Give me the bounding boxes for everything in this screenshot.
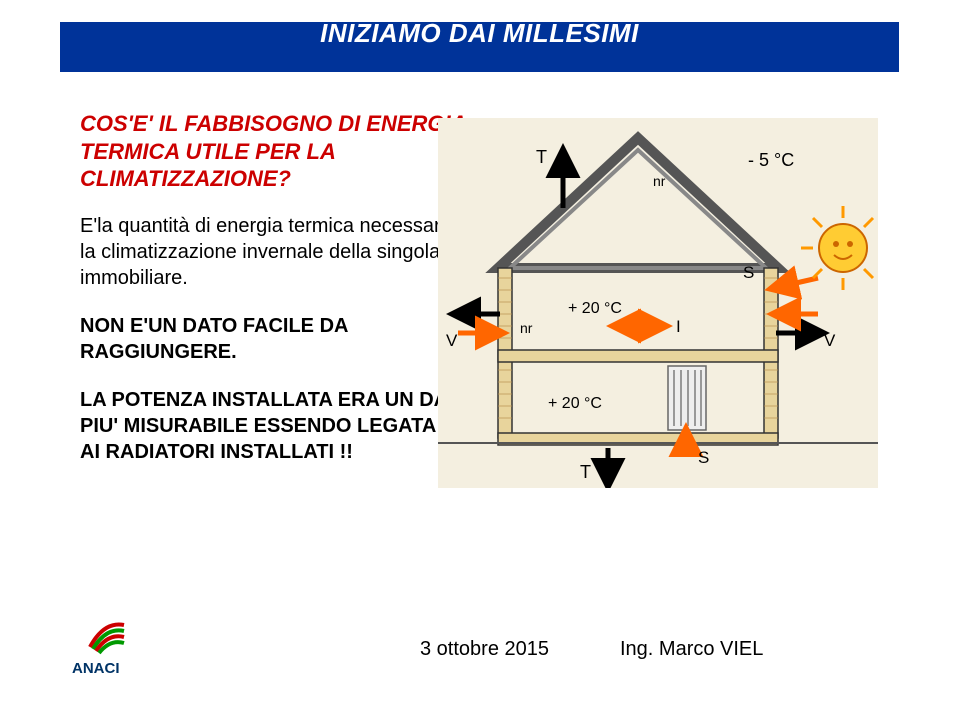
label-s-bottom: S <box>698 448 709 467</box>
label-v-left: V <box>446 331 458 350</box>
heading-question: COS'E' IL FABBISOGNO DI ENERGIA TERMICA … <box>80 110 500 193</box>
label-temp-outside: - 5 °C <box>748 150 794 170</box>
slide-title: INIZIAMO DAI MILLESIMI <box>320 18 639 49</box>
label-s-right: S <box>743 263 754 282</box>
anaci-logo: ANACI <box>70 621 140 681</box>
logo-text: ANACI <box>72 660 120 676</box>
paragraph-emphasis-2: LA POTENZA INSTALLATA ERA UN DATO PIU' M… <box>80 387 500 465</box>
paragraph-definition: E'la quantità di energia termica necessa… <box>80 213 500 291</box>
label-t-bottom: T <box>580 462 591 482</box>
footer-date: 3 ottobre 2015 <box>420 638 549 661</box>
title-bar: INIZIAMO DAI MILLESIMI <box>60 22 899 72</box>
label-i: I <box>676 317 681 336</box>
footer-author: Ing. Marco VIEL <box>620 638 763 661</box>
text-content: COS'E' IL FABBISOGNO DI ENERGIA TERMICA … <box>80 110 500 487</box>
label-v-right: V <box>824 331 836 350</box>
paragraph-emphasis-1: NON E'UN DATO FACILE DA RAGGIUNGERE. <box>80 313 500 365</box>
house-heat-diagram: T nr - 5 °C S + 20 °C I V V nr + 20 °C S… <box>438 118 878 488</box>
footer: ANACI 3 ottobre 2015 Ing. Marco VIEL <box>0 621 959 681</box>
label-t-top: T <box>536 147 547 167</box>
label-temp-inside1: + 20 °C <box>568 300 622 317</box>
label-nr-roof: nr <box>653 173 666 189</box>
label-temp-inside2: + 20 °C <box>548 395 602 412</box>
label-nr-left: nr <box>520 320 533 336</box>
